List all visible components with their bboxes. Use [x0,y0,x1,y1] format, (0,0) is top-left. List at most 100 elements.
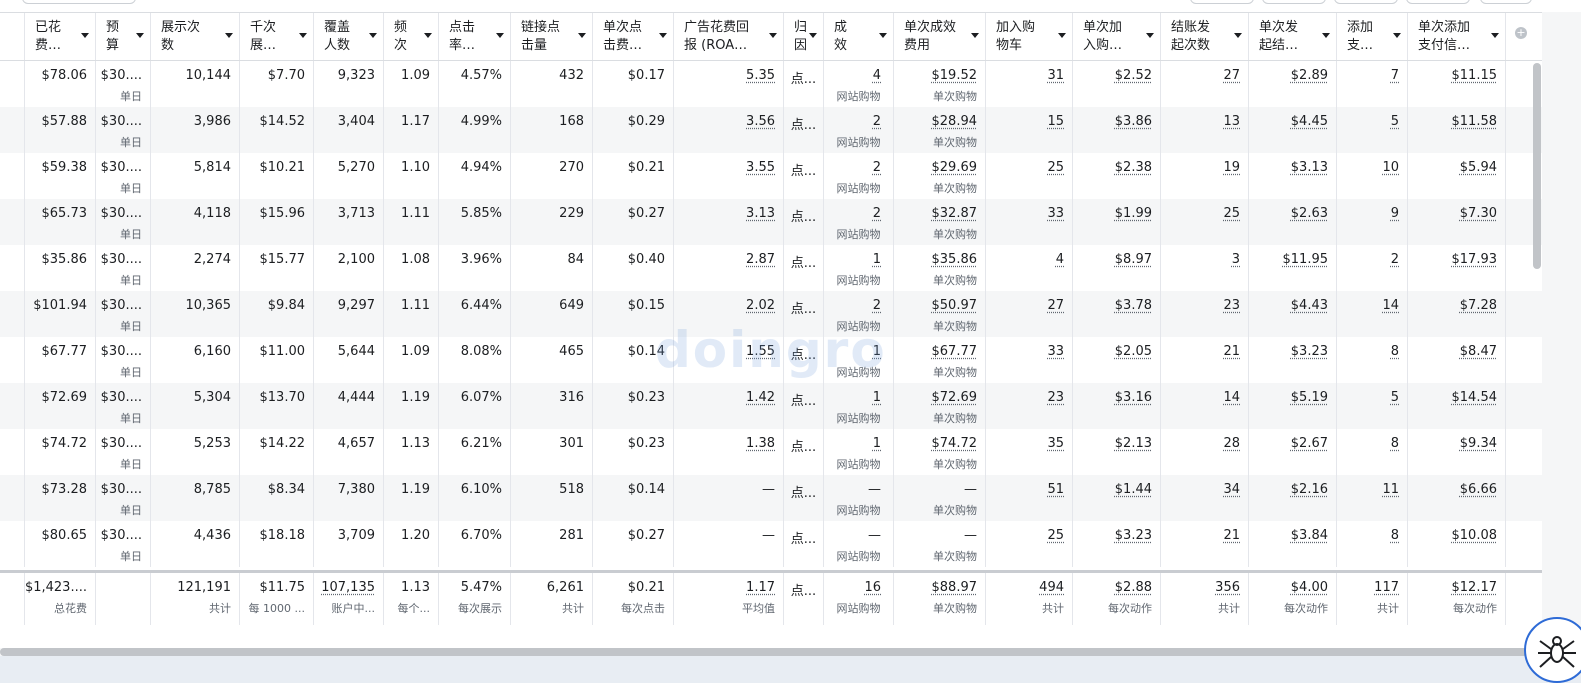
cell-value[interactable]: $29.69 [932,160,978,175]
sort-caret-icon[interactable] [1322,33,1330,38]
row-select-cell[interactable] [0,245,25,291]
sort-caret-icon[interactable] [769,33,777,38]
cell-value[interactable]: $1.44 [1115,482,1152,497]
cell-value[interactable]: 2 [873,114,881,129]
cell-value[interactable]: 23 [1223,298,1240,313]
column-header-pay[interactable]: 添加 支… [1337,13,1408,60]
cell-value[interactable]: 2 [873,206,881,221]
column-header-attr[interactable]: 归 因 [784,13,824,60]
cell-value[interactable]: 3.56 [746,114,775,129]
cell-value[interactable]: $7.30 [1460,206,1497,221]
cell-value[interactable]: 4 [873,68,881,83]
cell-value[interactable]: 25 [1047,160,1064,175]
column-header-ctr[interactable]: 点击 率… [439,13,511,60]
cell-value[interactable]: 31 [1047,68,1064,83]
cell-value[interactable]: $3.23 [1115,528,1152,543]
column-header-impr[interactable]: 展示次 数 [151,13,240,60]
cell-value[interactable]: 5 [1391,114,1399,129]
column-header-catc[interactable]: 单次加 入购… [1073,13,1161,60]
row-select-cell[interactable] [0,291,25,337]
column-header-cchk[interactable]: 单次发 起结… [1249,13,1337,60]
column-header-cpc[interactable]: 单次点 击费… [593,13,674,60]
row-select-cell[interactable] [0,199,25,245]
cell-value[interactable]: 34 [1223,482,1240,497]
sort-caret-icon[interactable] [424,33,432,38]
cell-value[interactable]: $2.05 [1115,344,1152,359]
table-row[interactable]: $57.88 $30.... 单日 3,986 $14.52 3,404 1.17 4.99%… [0,107,1542,153]
cell-value[interactable]: $67.77 [932,344,978,359]
cell-value[interactable]: 35 [1047,436,1064,451]
table-row[interactable]: $59.38 $30.... 单日 5,814 $10.21 5,270 1.10 4.94%… [0,153,1542,199]
sort-caret-icon[interactable] [1058,33,1066,38]
horizontal-scrollbar[interactable] [0,648,1542,656]
column-header-cpr[interactable]: 单次成效 费用 [894,13,986,60]
sort-caret-icon[interactable] [1393,33,1401,38]
cell-value[interactable]: 2 [1391,252,1399,267]
cell-value[interactable]: 4 [1056,252,1064,267]
cell-value[interactable]: 1.38 [746,436,775,451]
cell-value[interactable]: 2.87 [746,252,775,267]
cell-value[interactable]: — [868,528,881,543]
cell-value[interactable]: $2.67 [1291,436,1328,451]
column-header-atc[interactable]: 加入购 物车 [986,13,1073,60]
table-row[interactable]: $74.72 $30.... 单日 5,253 $14.22 4,657 1.13 6.21%… [0,429,1542,475]
cell-value[interactable]: $3.16 [1115,390,1152,405]
sort-caret-icon[interactable] [659,33,667,38]
column-header-roas[interactable]: 广告花费回 报 (ROA… [674,13,784,60]
cell-value[interactable]: $32.87 [932,206,978,221]
row-select-cell[interactable] [0,383,25,429]
cell-value[interactable]: 1 [873,390,881,405]
sort-caret-icon[interactable] [1146,33,1154,38]
cell-value[interactable]: 27 [1047,298,1064,313]
cell-value[interactable]: $2.13 [1115,436,1152,451]
cell-value[interactable]: 1 [873,252,881,267]
cell-value[interactable]: $6.66 [1460,482,1497,497]
cell-value[interactable]: 9 [1391,206,1399,221]
cell-value[interactable]: $3.84 [1291,528,1328,543]
sort-caret-icon[interactable] [809,33,817,38]
column-header-reach[interactable]: 覆盖 人数 [314,13,384,60]
sort-caret-icon[interactable] [879,33,887,38]
cell-value[interactable]: — [964,528,977,543]
cell-value[interactable]: 25 [1047,528,1064,543]
column-header-budget[interactable]: 预 算 [96,13,151,60]
toolbar-button-edge[interactable] [1406,0,1470,4]
cell-value[interactable]: 13 [1223,114,1240,129]
row-select-cell[interactable] [0,107,25,153]
cell-value[interactable]: $9.34 [1460,436,1497,451]
row-select-cell[interactable] [0,521,25,567]
sort-caret-icon[interactable] [496,33,504,38]
cell-value[interactable]: 14 [1223,390,1240,405]
cell-value[interactable]: $19.52 [932,68,978,83]
cell-value[interactable]: $2.63 [1291,206,1328,221]
cell-value[interactable]: 3.13 [746,206,775,221]
cell-value[interactable]: $50.97 [932,298,978,313]
cell-value[interactable]: $74.72 [932,436,978,451]
cell-value[interactable]: 1 [873,436,881,451]
cell-value[interactable]: $3.23 [1291,344,1328,359]
cell-value[interactable]: 2 [873,160,881,175]
cell-value[interactable]: 7 [1391,68,1399,83]
cell-value[interactable]: 19 [1223,160,1240,175]
table-row[interactable]: $65.73 $30.... 单日 4,118 $15.96 3,713 1.11 5.85%… [0,199,1542,245]
sort-caret-icon[interactable] [136,33,144,38]
cell-value[interactable]: $11.95 [1283,252,1329,267]
column-header-cpm[interactable]: 千次 展… [240,13,314,60]
cell-value[interactable]: 14 [1382,298,1399,313]
sort-caret-icon[interactable] [81,33,89,38]
cell-value[interactable]: $8.47 [1460,344,1497,359]
toolbar-button-edge[interactable] [1190,0,1254,4]
cell-value[interactable]: 2 [873,298,881,313]
cell-value[interactable]: 8 [1391,528,1399,543]
sort-caret-icon[interactable] [1491,33,1499,38]
cell-value[interactable]: 2.02 [746,298,775,313]
cell-value[interactable]: 3 [1232,252,1240,267]
column-header-clicks[interactable]: 链接点 击量 [511,13,593,60]
cell-value[interactable]: 8 [1391,344,1399,359]
cell-value[interactable]: 21 [1223,344,1240,359]
cell-value[interactable]: 15 [1047,114,1064,129]
row-select-cell[interactable] [0,429,25,475]
cell-value[interactable]: $28.94 [932,114,978,129]
cell-value[interactable]: 1.42 [746,390,775,405]
sort-caret-icon[interactable] [369,33,377,38]
